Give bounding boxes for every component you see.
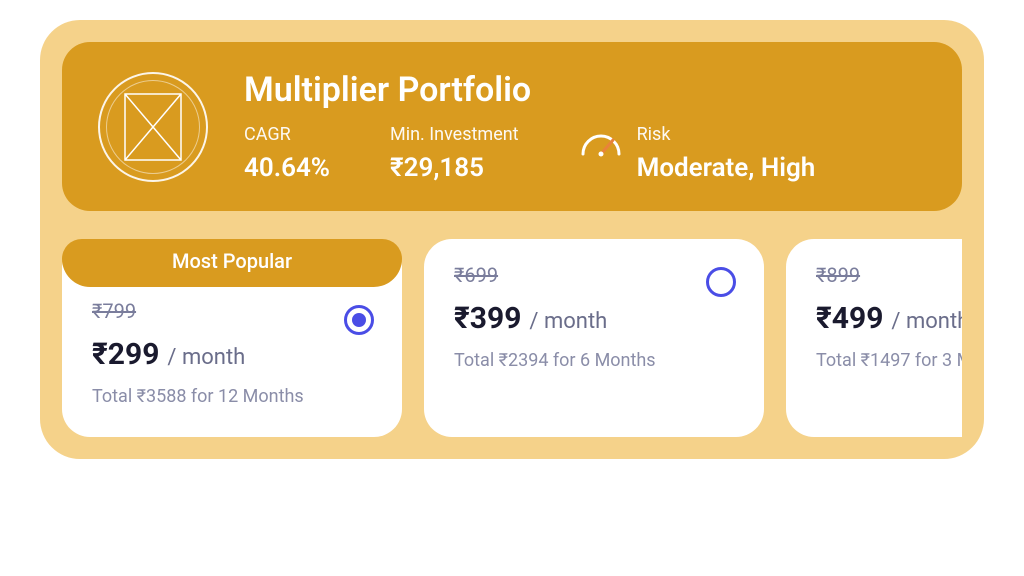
plan-period: / month <box>167 345 245 370</box>
plan-total: Total ₹2394 for 6 Months <box>454 350 734 371</box>
plan-option-2[interactable]: ₹899 ₹499 / month Total ₹1497 for 3 Months <box>786 239 962 437</box>
gauge-icon <box>579 126 623 162</box>
portfolio-card: Multiplier Portfolio CAGR 40.64% Min. In… <box>40 20 984 459</box>
plan-total: Total ₹3588 for 12 Months <box>92 386 372 407</box>
cagr-value: 40.64% <box>244 153 330 183</box>
risk-label: Risk <box>637 124 816 145</box>
risk-value: Moderate, High <box>637 153 816 183</box>
stats-row: CAGR 40.64% Min. Investment ₹29,185 <box>244 124 926 183</box>
min-value: ₹29,185 <box>390 153 519 183</box>
plan-radio[interactable] <box>344 305 374 335</box>
risk-text: Risk Moderate, High <box>637 124 816 183</box>
header-content: Multiplier Portfolio CAGR 40.64% Min. In… <box>244 70 926 183</box>
risk-stat: Risk Moderate, High <box>579 124 816 183</box>
plan-price: ₹399 <box>454 301 521 336</box>
portfolio-logo <box>98 72 208 182</box>
popular-badge: Most Popular <box>62 239 402 287</box>
original-price: ₹799 <box>92 299 372 323</box>
multiplier-icon <box>123 92 183 162</box>
original-price: ₹899 <box>816 263 962 287</box>
price-row: ₹399 / month <box>454 301 734 336</box>
plan-price: ₹299 <box>92 337 159 372</box>
plan-period: / month <box>891 309 962 334</box>
plan-radio[interactable] <box>706 267 736 297</box>
original-price: ₹699 <box>454 263 734 287</box>
portfolio-title: Multiplier Portfolio <box>244 70 926 110</box>
plan-option-0[interactable]: Most Popular ₹799 ₹299 / month Total ₹3588 f… <box>62 239 402 437</box>
portfolio-header: Multiplier Portfolio CAGR 40.64% Min. In… <box>62 42 962 211</box>
min-label: Min. Investment <box>390 124 519 145</box>
plan-option-1[interactable]: ₹699 ₹399 / month Total ₹2394 for 6 Months <box>424 239 764 437</box>
cagr-label: CAGR <box>244 124 330 145</box>
plan-price: ₹499 <box>816 301 883 336</box>
price-row: ₹499 / month <box>816 301 962 336</box>
plan-period: / month <box>529 309 607 334</box>
price-row: ₹299 / month <box>92 337 372 372</box>
min-investment-stat: Min. Investment ₹29,185 <box>390 124 519 183</box>
plan-total: Total ₹1497 for 3 Months <box>816 350 962 371</box>
cagr-stat: CAGR 40.64% <box>244 124 330 183</box>
pricing-plans: Most Popular ₹799 ₹299 / month Total ₹3588 f… <box>62 239 962 437</box>
